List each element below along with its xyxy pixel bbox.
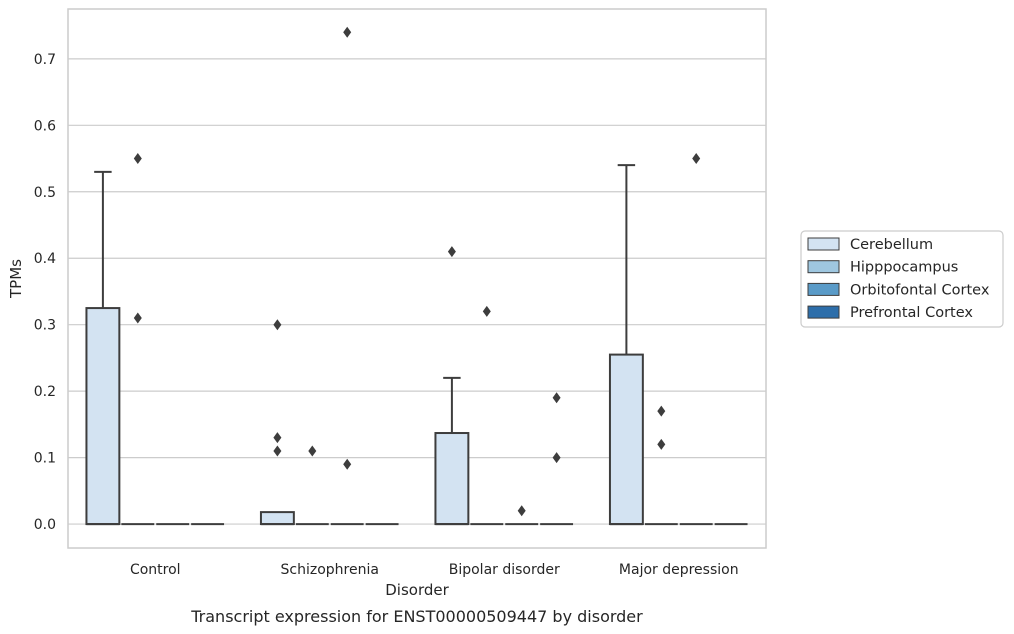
outlier-point xyxy=(552,452,561,464)
legend-label: Prefrontal Cortex xyxy=(850,305,973,321)
y-tick-label: 0.7 xyxy=(34,52,56,68)
x-axis-label: Disorder xyxy=(385,581,449,599)
legend-label: Hipppocampus xyxy=(850,260,958,276)
outlier-point xyxy=(517,505,526,517)
y-tick-label: 0.5 xyxy=(34,185,56,201)
y-tick-label: 0.3 xyxy=(34,318,56,334)
outlier-point xyxy=(133,312,142,324)
box-plot-marks xyxy=(85,26,748,526)
outlier-point xyxy=(692,153,701,165)
y-tick-label: 0.6 xyxy=(34,118,56,134)
legend-label: Cerebellum xyxy=(850,237,933,253)
x-axis-ticks: Control Schizophrenia Bipolar disorder Majo… xyxy=(130,562,739,578)
legend-swatch xyxy=(807,305,840,319)
y-axis-label: TPMs xyxy=(7,259,25,299)
outlier-point xyxy=(482,305,491,317)
y-tick-label: 0.0 xyxy=(34,517,56,533)
x-tick-label: Control xyxy=(130,562,181,578)
legend-swatch xyxy=(807,237,840,251)
outlier-point xyxy=(273,319,282,331)
y-axis-ticks: 0.0 0.1 0.2 0.3 0.4 0.5 0.6 0.7 xyxy=(34,52,56,533)
legend-frame xyxy=(800,230,1004,328)
outlier-point xyxy=(657,405,666,417)
legend-swatch xyxy=(807,260,840,274)
outlier-point xyxy=(308,445,317,457)
outlier-point xyxy=(657,438,666,450)
gridlines xyxy=(68,58,766,525)
y-tick-label: 0.2 xyxy=(34,384,56,400)
x-tick-label: Major depression xyxy=(619,562,739,578)
legend-label: Orbitofontal Cortex xyxy=(850,282,990,298)
plot-area-frame xyxy=(67,8,767,549)
y-tick-label: 0.1 xyxy=(34,451,56,467)
outlier-point xyxy=(133,153,142,165)
box xyxy=(434,432,470,526)
box xyxy=(608,353,644,526)
outlier-point xyxy=(552,392,561,404)
legend: Cerebellum Hipppocampus Orbitofontal Corte… xyxy=(800,230,1004,328)
outlier-point xyxy=(343,458,352,470)
outlier-point xyxy=(273,432,282,444)
box xyxy=(259,511,295,526)
x-tick-label: Bipolar disorder xyxy=(449,562,560,578)
outlier-point xyxy=(273,445,282,457)
outlier-point xyxy=(343,26,352,38)
box xyxy=(85,307,121,526)
outlier-point xyxy=(447,246,456,258)
y-tick-label: 0.4 xyxy=(34,251,56,267)
x-tick-label: Schizophrenia xyxy=(281,562,379,578)
chart-caption: Transcript expression for ENST0000050944… xyxy=(190,607,643,626)
legend-swatch xyxy=(807,282,840,296)
